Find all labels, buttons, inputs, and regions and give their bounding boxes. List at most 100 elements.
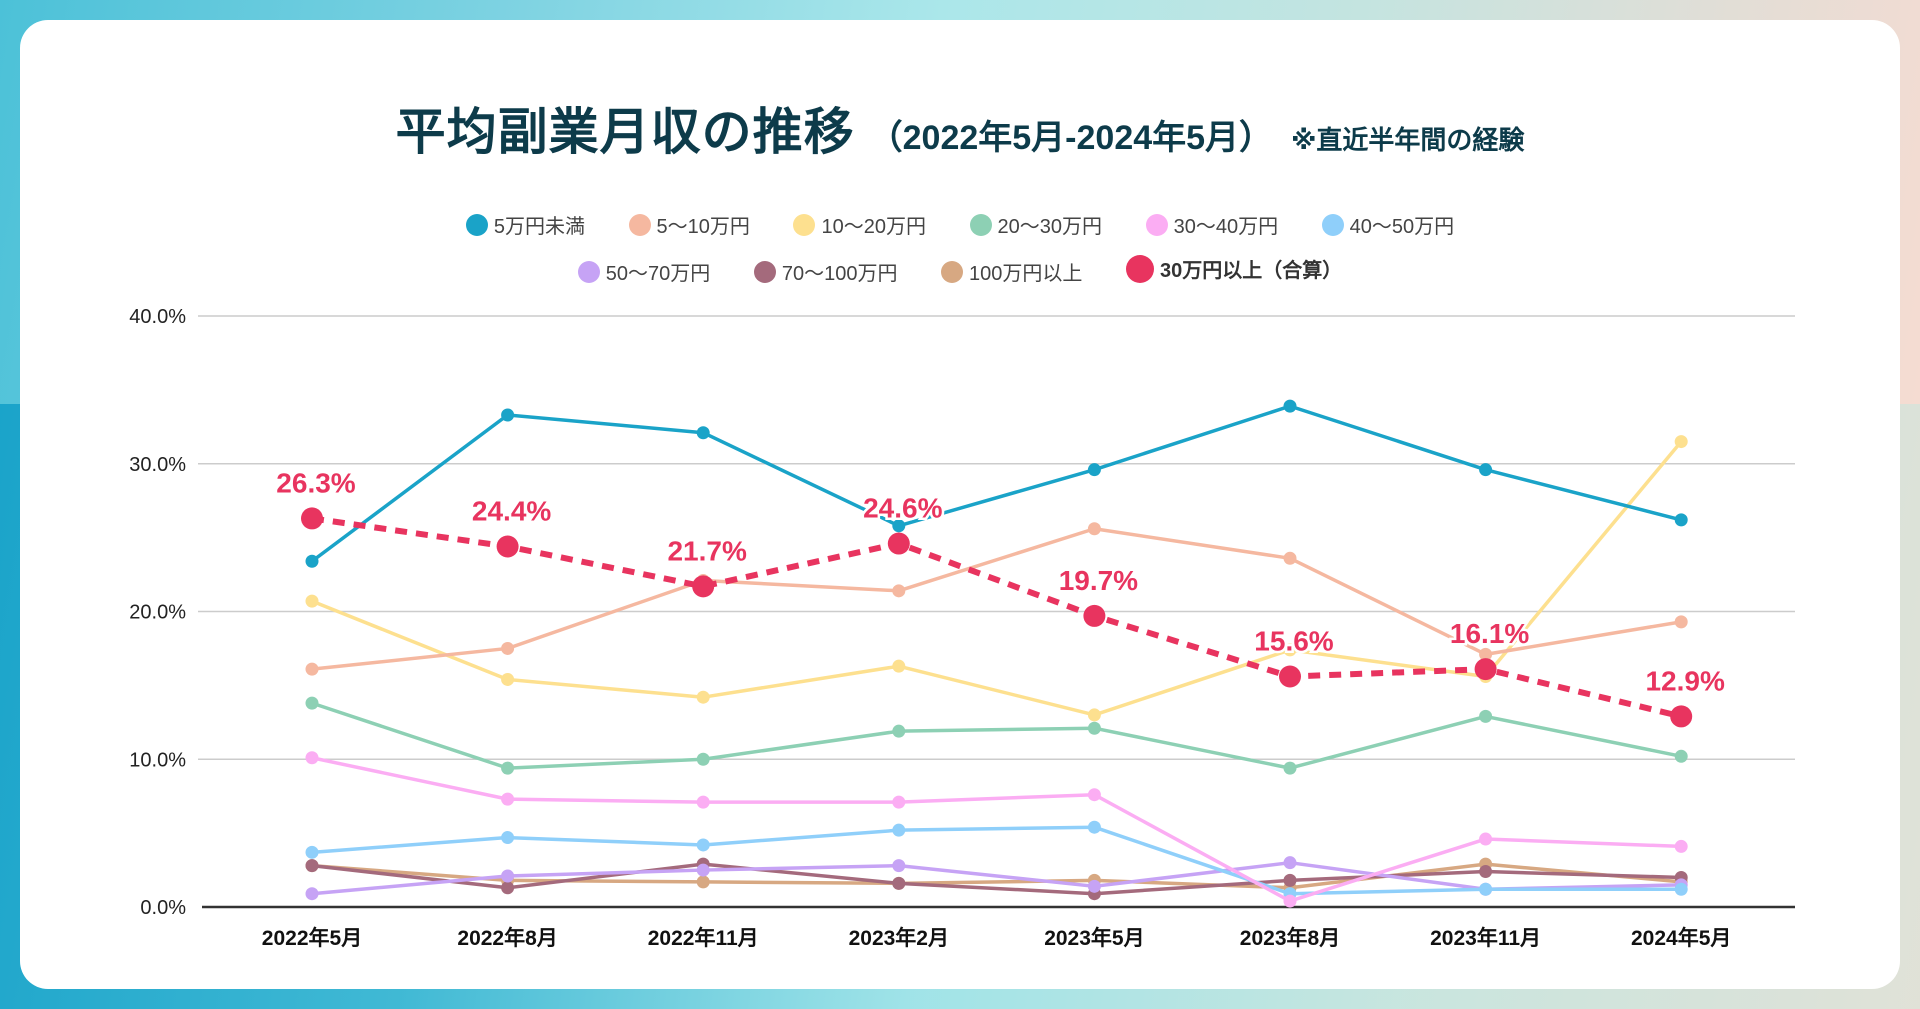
legend-item: 70〜100万円 xyxy=(753,257,898,286)
data-point xyxy=(1674,615,1688,629)
y-axis-ticks: 0.0% 10.0% 20.0% 30.0% 40.0% xyxy=(129,306,186,919)
legend-dot-icon xyxy=(969,213,992,236)
title-note: ※直近半年間の経験 xyxy=(1291,125,1525,155)
data-point xyxy=(1283,643,1297,657)
data-point xyxy=(892,859,906,873)
data-labels: 26.3% 24.4% 21.7% 24.6% 19.7% 15.6% 16.1% 12.9% xyxy=(274,465,1728,699)
y-tick-label: 30.0% xyxy=(129,454,186,476)
data-point xyxy=(305,845,319,859)
data-point xyxy=(1283,873,1297,887)
data-label: 26.3% xyxy=(276,467,355,498)
data-label: 24.4% xyxy=(472,495,551,526)
data-point xyxy=(1479,709,1493,723)
x-tick-label: 2022年11月 xyxy=(648,926,759,950)
x-tick-label: 2022年8月 xyxy=(457,926,557,950)
data-point xyxy=(501,641,515,655)
data-point xyxy=(1087,820,1101,834)
data-point xyxy=(1674,839,1688,853)
data-point xyxy=(1674,435,1688,449)
data-point xyxy=(892,724,906,738)
data-point xyxy=(305,554,319,568)
title-main: 平均副業月収の推移 xyxy=(395,104,855,160)
series-line xyxy=(311,860,1682,896)
data-point xyxy=(696,752,710,766)
data-point-emphasis xyxy=(1670,705,1693,728)
data-point xyxy=(1087,788,1101,802)
legend-label: 30〜40万円 xyxy=(1173,216,1279,238)
legend-item: 30〜40万円 xyxy=(1145,210,1279,239)
data-point xyxy=(696,838,710,852)
series-30万円以上（合算） xyxy=(301,507,1693,728)
legend-label: 10〜20万円 xyxy=(821,216,926,238)
data-point xyxy=(1479,647,1493,661)
legend-item: 50〜70万円 xyxy=(577,257,710,286)
data-point xyxy=(696,690,710,704)
legend-dot-icon xyxy=(465,213,488,236)
legend-item: 20〜30万円 xyxy=(969,210,1102,239)
data-point xyxy=(305,662,319,676)
data-point-emphasis xyxy=(692,575,715,598)
data-label: 16.1% xyxy=(1450,618,1529,649)
data-point xyxy=(501,408,515,422)
data-point xyxy=(1087,463,1101,477)
series-line xyxy=(311,756,1682,903)
data-point xyxy=(696,875,710,889)
data-point xyxy=(305,696,319,710)
data-point xyxy=(501,881,515,895)
x-tick-label: 2023年11月 xyxy=(1430,926,1541,950)
data-point xyxy=(501,761,515,775)
data-point-emphasis xyxy=(1083,604,1106,627)
data-point xyxy=(501,792,515,806)
legend-dot-icon xyxy=(1321,213,1344,236)
legend-label: 40〜50万円 xyxy=(1349,216,1455,238)
series-line xyxy=(311,440,1683,717)
series-30〜40万円 xyxy=(305,751,1688,908)
y-tick-label: 20.0% xyxy=(129,602,186,624)
y-tick-label: 10.0% xyxy=(129,749,186,771)
legend-label: 70〜100万円 xyxy=(781,263,898,285)
legend-dot-icon xyxy=(753,260,776,283)
data-point xyxy=(305,751,319,765)
x-tick-label: 2023年8月 xyxy=(1240,926,1340,950)
series-line xyxy=(311,527,1682,671)
series-group xyxy=(301,399,1693,908)
series-line xyxy=(310,404,1682,563)
data-point xyxy=(892,876,906,890)
series-40〜50万円 xyxy=(305,820,1688,901)
data-point xyxy=(1283,761,1297,775)
legend-item: 100万円以上 xyxy=(941,257,1082,286)
legend-label: 5〜10万円 xyxy=(656,216,750,238)
legend-label: 5万円未満 xyxy=(493,216,585,238)
series-line-dashed xyxy=(311,515,1682,720)
data-label: 21.7% xyxy=(667,535,746,566)
data-point xyxy=(1087,879,1101,893)
y-tick-label: 0.0% xyxy=(140,897,186,919)
data-point xyxy=(892,823,906,837)
series-5万円未満 xyxy=(305,399,1688,568)
data-point xyxy=(501,672,515,686)
series-line xyxy=(311,825,1682,896)
y-tick-label: 40.0% xyxy=(129,306,186,328)
x-axis-ticks: 2022年5月 2022年8月 2022年11月 2023年2月 2023年5月 2023… xyxy=(262,926,1732,950)
data-label: 12.9% xyxy=(1645,665,1724,696)
data-point-emphasis xyxy=(301,507,323,530)
series-20〜30万円 xyxy=(305,696,1688,775)
legend-row-1: 5万円未満 5〜10万円 10〜20万円 20〜30万円 30〜40万円 40〜… xyxy=(20,210,1900,242)
data-point xyxy=(501,869,515,883)
data-point xyxy=(305,887,319,901)
legend-item: 5万円未満 xyxy=(465,210,585,239)
data-point xyxy=(1674,513,1688,527)
data-point xyxy=(1283,856,1297,870)
data-point xyxy=(1087,721,1101,735)
data-point-emphasis xyxy=(1279,665,1301,688)
x-tick-label: 2022年5月 xyxy=(262,926,362,950)
series-5〜10万円 xyxy=(305,522,1688,676)
legend-label: 100万円以上 xyxy=(969,263,1083,285)
legend-item: 5〜10万円 xyxy=(628,210,750,239)
data-label: 15.6% xyxy=(1254,626,1333,657)
legend-dot-icon xyxy=(941,260,964,283)
data-point xyxy=(892,795,906,809)
data-point xyxy=(1674,749,1688,763)
series-line xyxy=(311,862,1682,896)
